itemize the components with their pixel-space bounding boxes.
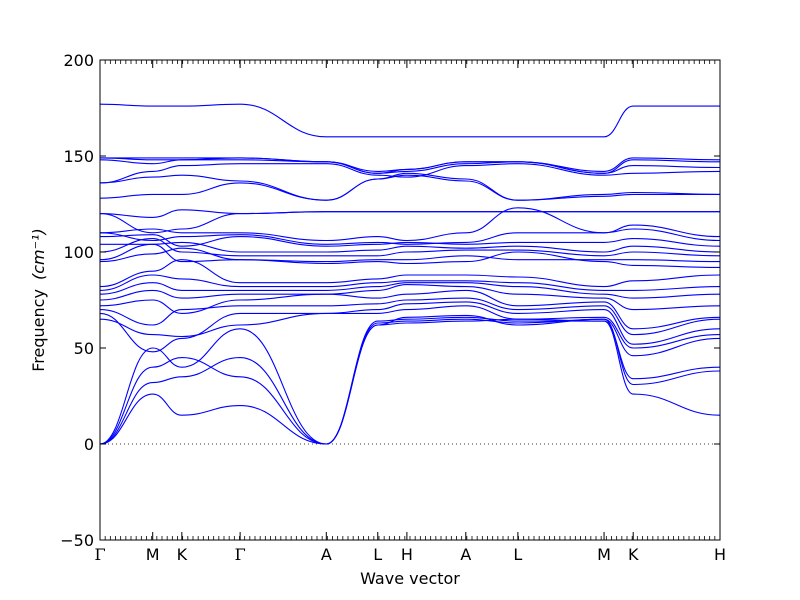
band-line-28 [100, 103, 720, 138]
band-line-16 [100, 241, 720, 253]
x-tick-label: M [597, 545, 611, 564]
band-line-8 [100, 289, 720, 330]
band-line-15 [100, 238, 720, 257]
band-lines [100, 103, 720, 445]
band-line-1 [100, 318, 720, 445]
band-line-21 [100, 209, 720, 218]
x-tick-label: A [460, 545, 471, 564]
x-tick-label: H [401, 545, 413, 564]
y-tick-label: 100 [63, 243, 94, 262]
band-line-23 [100, 172, 720, 201]
x-tick-label: M [146, 545, 160, 564]
band-line-11 [100, 274, 720, 291]
x-axis-label: Wave vector [360, 569, 460, 588]
x-tick-label: L [373, 545, 382, 564]
x-tick-label: K [628, 545, 639, 564]
y-axis-unit: (cm⁻¹) [29, 228, 48, 280]
band-line-2 [100, 318, 720, 445]
y-tick-label: −50 [60, 531, 94, 550]
y-ticks: −50 0 50 100 150 200 [60, 51, 720, 550]
y-tick-label: 150 [63, 147, 94, 166]
x-tick-label: Γ [94, 545, 105, 564]
y-tick-label: 50 [74, 339, 94, 358]
y-tick-label: 0 [84, 435, 94, 454]
band-line-12 [100, 259, 720, 288]
x-tick-label: L [513, 545, 522, 564]
band-line-7 [100, 297, 720, 336]
band-line-14 [100, 243, 720, 263]
band-line-27 [100, 157, 720, 172]
x-tick-label: Γ [235, 545, 246, 564]
band-line-9 [100, 284, 720, 311]
band-line-13 [100, 247, 720, 268]
x-tick-label: K [177, 545, 188, 564]
y-axis-label: Frequency (cm⁻¹) [29, 228, 48, 371]
band-line-19 [100, 207, 720, 242]
x-tick-label: A [321, 545, 332, 564]
band-line-10 [100, 282, 720, 299]
band-line-6 [100, 301, 720, 353]
band-line-5 [100, 305, 720, 349]
band-line-24 [100, 163, 720, 184]
y-tick-label: 200 [63, 51, 94, 70]
band-line-26 [100, 157, 720, 174]
band-line-17 [100, 234, 720, 247]
y-axis-label-text: Frequency [29, 289, 48, 372]
band-line-4 [100, 314, 720, 445]
x-minor-ticks [99, 60, 721, 540]
band-line-3 [100, 316, 720, 445]
x-tick-label: H [714, 545, 726, 564]
